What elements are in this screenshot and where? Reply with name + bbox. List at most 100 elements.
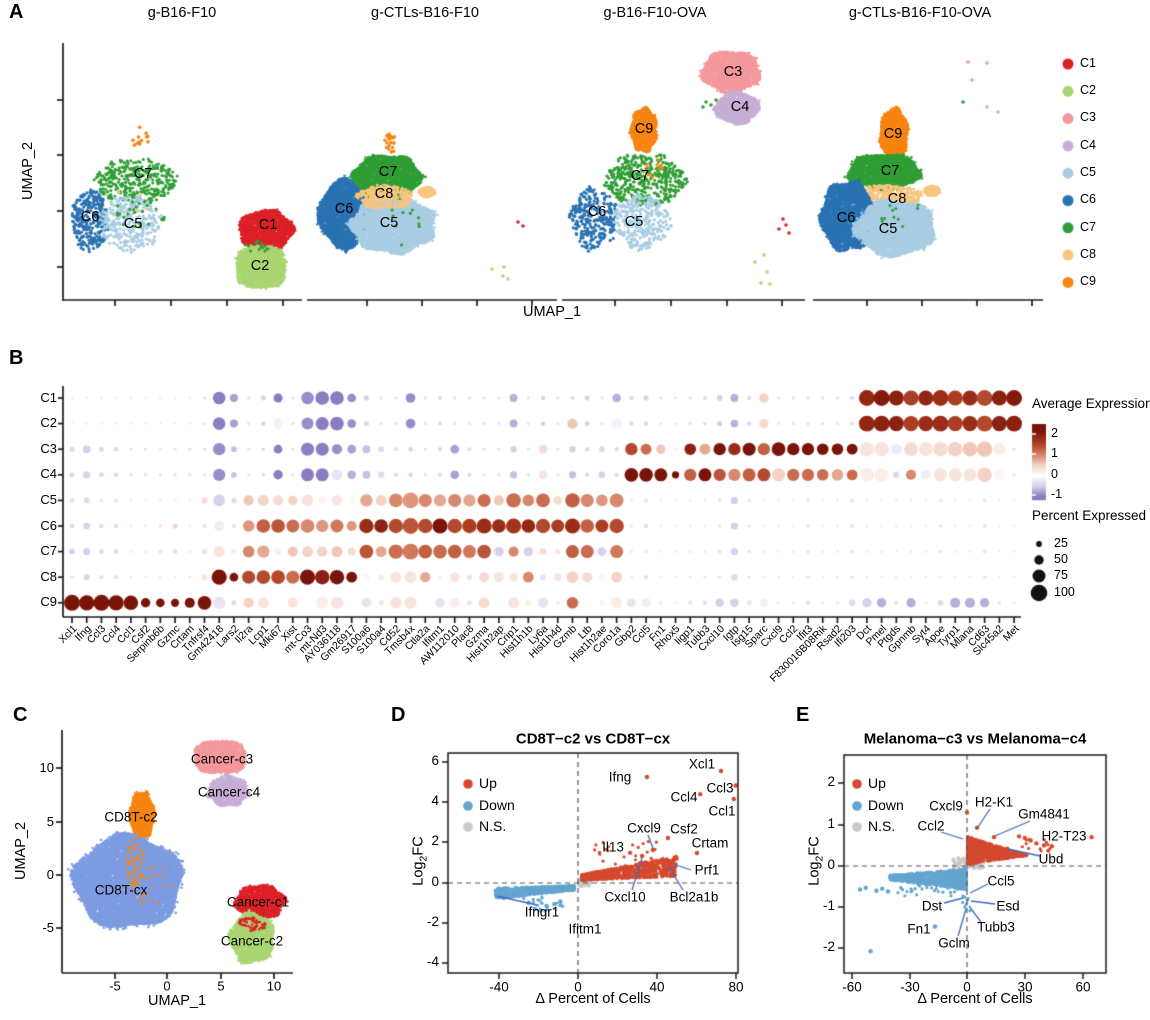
panel-a-ylabel: UMAP_2 bbox=[19, 141, 36, 201]
panel-c-ylabel: UMAP_2 bbox=[12, 821, 29, 881]
row-label: C4 bbox=[40, 466, 57, 482]
avg-expression-legend-title: Average Expression bbox=[1032, 396, 1150, 411]
cluster-label: C6 bbox=[836, 209, 856, 226]
y-tick-label: 2 bbox=[431, 833, 439, 849]
y-tick-label: 5 bbox=[46, 813, 54, 829]
gene-annotation: Ccl5 bbox=[987, 873, 1015, 889]
y-tick-label: -2 bbox=[822, 939, 835, 955]
x-tick-label: -60 bbox=[842, 979, 862, 995]
gene-annotation: H2-K1 bbox=[974, 794, 1014, 810]
y-tick-label: 1 bbox=[827, 816, 835, 832]
gene-annotation: Ccl4 bbox=[670, 789, 698, 805]
legend-item-label: Up bbox=[868, 775, 886, 791]
percent-expressed-legend-title: Percent Expressed bbox=[1032, 508, 1147, 523]
cluster-label: Cancer-c4 bbox=[197, 784, 261, 800]
legend-item-label: Down bbox=[868, 797, 904, 813]
cluster-label: C5 bbox=[123, 215, 143, 232]
cluster-label: C6 bbox=[334, 200, 354, 217]
size-legend-label: 75 bbox=[1054, 567, 1068, 582]
panel-e-letter: E bbox=[796, 704, 810, 726]
row-label: C2 bbox=[40, 415, 57, 431]
legend-item-label: C2 bbox=[1080, 83, 1096, 98]
size-legend-label: 50 bbox=[1054, 551, 1068, 566]
x-tick-label: 0 bbox=[574, 979, 582, 995]
gene-annotation: Ccl3 bbox=[706, 780, 734, 796]
colorbar-tick-label: 2 bbox=[1051, 425, 1058, 440]
panel-c-letter: C bbox=[13, 704, 28, 726]
y-tick-label: -5 bbox=[42, 919, 54, 935]
row-label: C7 bbox=[40, 543, 57, 559]
gene-annotation: Cxcl9 bbox=[627, 820, 661, 836]
panel-e-ylabel-text: Log bbox=[806, 861, 823, 886]
colorbar-tick-label: 0 bbox=[1051, 466, 1058, 481]
legend-item-label: C5 bbox=[1080, 164, 1096, 179]
gene-annotation: Ccl2 bbox=[917, 818, 945, 834]
row-label: C8 bbox=[40, 568, 57, 584]
cluster-label: C5 bbox=[878, 220, 898, 237]
gene-annotation: Prf1 bbox=[694, 862, 720, 878]
cluster-label: C5 bbox=[624, 213, 644, 230]
y-tick-label: 4 bbox=[431, 793, 439, 809]
gene-annotation: Ccl1 bbox=[708, 803, 736, 819]
cluster-label: C7 bbox=[630, 167, 650, 184]
cluster-label: Cancer-c3 bbox=[190, 751, 254, 767]
x-tick-label: 30 bbox=[1017, 979, 1033, 995]
cluster-label: C7 bbox=[378, 163, 398, 180]
legend-item-label: N.S. bbox=[479, 818, 507, 834]
x-tick-label: -5 bbox=[109, 978, 121, 994]
legend-item-label: C3 bbox=[1080, 110, 1096, 125]
cluster-label: C4 bbox=[730, 98, 750, 115]
panel-d-title: CD8T−c2 vs CD8T−cx bbox=[515, 730, 671, 748]
cluster-label: Cancer-c1 bbox=[226, 894, 290, 910]
gene-annotation: Tubb3 bbox=[977, 919, 1015, 935]
cluster-label: C8 bbox=[374, 185, 394, 202]
cluster-label: C3 bbox=[723, 63, 743, 80]
x-tick-label: 80 bbox=[728, 979, 744, 995]
panel-a-xlabel: UMAP_1 bbox=[522, 303, 582, 320]
gene-annotation: Il13 bbox=[602, 839, 624, 855]
panel-d-ylabel-text2: FC bbox=[410, 836, 427, 856]
cluster-label: C6 bbox=[587, 203, 607, 220]
row-label: C1 bbox=[40, 389, 57, 405]
row-label: C6 bbox=[40, 517, 57, 533]
row-label: C9 bbox=[40, 594, 57, 610]
legend-item-label: Down bbox=[479, 797, 515, 813]
panel-c-xlabel: UMAP_1 bbox=[147, 992, 207, 1009]
row-label: C3 bbox=[40, 440, 57, 456]
x-tick-label: -30 bbox=[900, 979, 920, 995]
legend-item-label: C8 bbox=[1080, 246, 1096, 261]
x-tick-label: 0 bbox=[963, 979, 971, 995]
gene-annotation: Esd bbox=[996, 898, 1020, 914]
gene-annotation: Ifng bbox=[608, 769, 632, 785]
legend-item-label: Up bbox=[479, 775, 497, 791]
cluster-label: C7 bbox=[880, 162, 900, 179]
cluster-label: C6 bbox=[80, 208, 100, 225]
x-tick-label: -40 bbox=[489, 979, 509, 995]
legend-item-label: C4 bbox=[1080, 137, 1096, 152]
y-tick-label: 0 bbox=[46, 866, 54, 882]
panel-d-ylabel-sub: 2 bbox=[417, 855, 430, 862]
panel-d-letter: D bbox=[391, 704, 406, 726]
cluster-label: CD8T-c2 bbox=[104, 809, 158, 825]
panel-a-letter: A bbox=[9, 1, 24, 23]
size-legend-label: 100 bbox=[1054, 584, 1075, 599]
gene-annotation: Ifitm1 bbox=[568, 921, 602, 937]
y-tick-label: 6 bbox=[431, 753, 439, 769]
gene-annotation: Bcl2a1b bbox=[669, 889, 719, 905]
legend-item-label: C9 bbox=[1080, 274, 1096, 289]
panel-e-xlabel: Δ Percent of Cells bbox=[917, 990, 1033, 1007]
size-legend-label: 25 bbox=[1054, 535, 1068, 550]
panel-e-ylabel-sub: 2 bbox=[813, 855, 826, 862]
gene-annotation: Gclm bbox=[938, 935, 970, 951]
cluster-label: C9 bbox=[634, 120, 654, 137]
panel-d-ylabel: Log2FC bbox=[410, 836, 430, 885]
gene-annotation: Fn1 bbox=[907, 921, 931, 937]
y-tick-label: -1 bbox=[822, 898, 835, 914]
gene-annotation: Gm4841 bbox=[1018, 806, 1070, 822]
x-tick-label: 40 bbox=[649, 979, 665, 995]
facet-title-3: g-B16-F10-OVA bbox=[603, 5, 707, 21]
cluster-label: C1 bbox=[258, 216, 278, 233]
gene-annotation: Dst bbox=[921, 898, 943, 914]
